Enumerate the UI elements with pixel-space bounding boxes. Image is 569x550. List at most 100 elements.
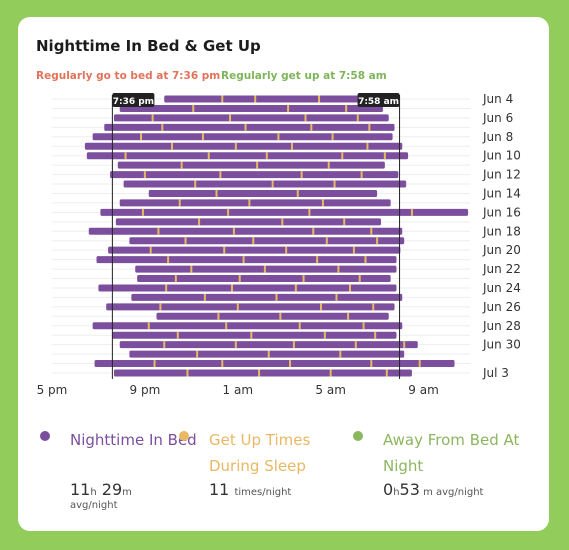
get-up-mark	[167, 256, 170, 264]
get-up-mark	[285, 246, 288, 254]
x-tick-label: 9 am	[408, 383, 439, 397]
get-up-mark	[366, 142, 369, 150]
get-up-mark	[374, 331, 377, 339]
in-bed-bar	[113, 114, 389, 122]
in-bed-bar	[111, 331, 397, 339]
get-up-mark	[149, 246, 152, 254]
get-up-mark	[360, 171, 363, 179]
get-up-mark	[333, 180, 336, 188]
get-up-mark	[347, 312, 350, 320]
get-up-mark	[410, 208, 413, 216]
get-up-mark	[254, 95, 257, 103]
in-bed-bar	[84, 142, 403, 150]
get-up-mark	[157, 227, 160, 235]
reference-label: 7:58 am	[358, 97, 399, 107]
in-bed-bar	[98, 284, 397, 292]
get-up-mark	[300, 171, 303, 179]
get-up-mark	[242, 256, 245, 264]
in-bed-bar	[96, 256, 397, 264]
get-up-mark	[358, 275, 361, 283]
get-up-mark	[370, 360, 373, 368]
in-bed-bar	[119, 104, 383, 112]
get-up-mark	[372, 303, 375, 311]
y-tick-label: Jun 12	[482, 168, 521, 182]
in-bed-bar	[92, 133, 393, 141]
get-up-count: 11 times/night	[209, 480, 292, 499]
in-bed-bar	[129, 237, 405, 245]
get-up-mark	[201, 133, 204, 141]
y-tick-label: Jun 28	[482, 319, 521, 333]
get-up-mark	[170, 142, 173, 150]
y-tick-label: Jun 20	[482, 243, 521, 257]
get-up-mark	[186, 369, 189, 377]
in-bed-bar	[129, 350, 405, 358]
get-up-mark	[302, 275, 305, 283]
in-bed-bar	[88, 227, 403, 235]
get-up-mark	[143, 171, 146, 179]
get-up-mark	[349, 284, 352, 292]
in-bed-bar	[156, 312, 389, 320]
get-up-mark	[194, 180, 197, 188]
x-tick-label: 5 pm	[37, 383, 68, 397]
get-up-mark	[184, 237, 187, 245]
get-up-mark	[217, 312, 220, 320]
get-up-mark	[383, 152, 386, 160]
sleep-card: Nighttime In Bed & Get Up Regularly go t…	[18, 17, 549, 531]
y-tick-label: Jun 22	[482, 262, 521, 276]
away-dot	[353, 431, 363, 441]
get-up-mark	[250, 331, 253, 339]
get-up-mark	[325, 237, 328, 245]
get-up-mark	[258, 369, 261, 377]
in-bed-dot	[40, 431, 50, 441]
get-up-mark	[151, 114, 154, 122]
get-up-mark	[321, 199, 324, 207]
get-up-mark	[232, 227, 235, 235]
x-tick-label: 1 am	[223, 383, 254, 397]
get-up-mark	[219, 171, 222, 179]
get-up-mark	[352, 246, 355, 254]
in-bed-bar	[100, 208, 469, 216]
in-bed-bar	[92, 322, 403, 330]
get-up-mark	[236, 303, 239, 311]
get-up-mark	[339, 350, 342, 358]
in-bed-bar	[113, 369, 412, 377]
in-bed-bar	[108, 246, 401, 254]
get-up-mark	[267, 350, 270, 358]
get-up-mark	[196, 350, 199, 358]
get-up-mark	[176, 331, 179, 339]
get-up-mark	[265, 152, 268, 160]
in-bed-bar	[106, 303, 395, 311]
get-up-mark	[225, 322, 228, 330]
y-tick-label: Jun 6	[482, 111, 513, 125]
get-up-mark	[159, 303, 162, 311]
y-tick-label: Jun 26	[482, 300, 521, 314]
get-up-mark	[331, 133, 334, 141]
y-tick-label: Jul 3	[482, 366, 509, 380]
y-tick-label: Jun 16	[482, 205, 521, 219]
get-up-mark	[238, 275, 241, 283]
in-bed-duration: 11h 29m	[70, 480, 132, 499]
get-up-mark	[147, 322, 150, 330]
reference-label-bg	[112, 93, 155, 107]
get-up-mark	[281, 218, 284, 226]
legend-get-up-label: Get Up Times During Sleep	[209, 431, 311, 475]
y-tick-label: Jun 24	[482, 281, 521, 295]
get-up-mark	[335, 293, 338, 301]
get-up-mark	[248, 199, 251, 207]
get-up-mark	[223, 246, 226, 254]
bedtime-summary: Regularly go to bed at 7:36 pm	[36, 70, 221, 82]
reference-label-bg	[357, 93, 400, 107]
get-up-mark	[403, 341, 406, 349]
get-up-mark	[163, 341, 166, 349]
get-up-dot	[179, 431, 189, 441]
in-bed-bar	[104, 123, 395, 131]
get-up-mark	[221, 95, 224, 103]
card-title: Nighttime In Bed & Get Up	[36, 37, 261, 55]
get-up-mark	[418, 360, 421, 368]
get-up-mark	[316, 256, 319, 264]
y-tick-label: Jun 4	[482, 92, 513, 106]
get-up-mark	[256, 161, 259, 169]
get-up-mark	[252, 237, 255, 245]
get-up-mark	[227, 208, 230, 216]
get-up-mark	[329, 369, 332, 377]
